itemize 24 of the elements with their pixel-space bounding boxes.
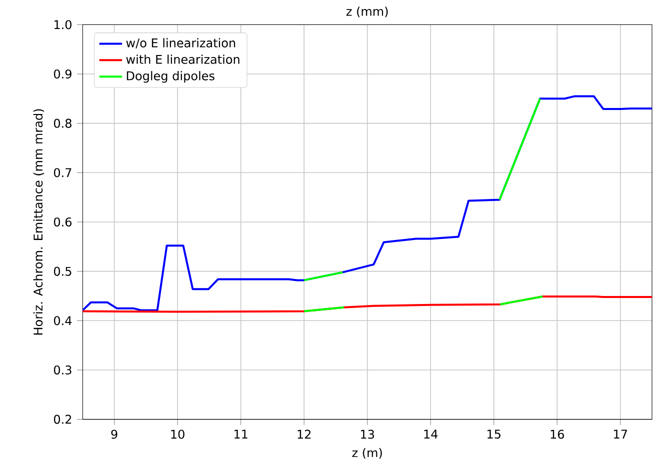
chart-title: z (mm) (346, 6, 388, 18)
y-tick-label: 0.3 (54, 365, 72, 375)
x-tick-label: 11 (234, 430, 248, 438)
x-tick-label: 16 (550, 430, 564, 439)
legend-label: w/o E linearization (126, 38, 236, 48)
x-axis-title: z (m) (352, 448, 382, 459)
x-tick-label: 15 (488, 430, 500, 439)
x-tick-label: 14 (424, 430, 438, 438)
y-tick-label: 0.2 (54, 414, 72, 424)
y-axis-title: Horiz. Achrom. Emittance (mm mrad) (33, 109, 44, 335)
y-tick-label: 1.0 (54, 20, 72, 30)
y-tick-label: 0.9 (54, 69, 72, 79)
y-tick-label: 0.6 (54, 217, 72, 227)
y-tick-label: 0.7 (54, 168, 72, 178)
x-tick-label: 17 (614, 430, 627, 438)
x-tick-label: 9 (111, 430, 118, 439)
x-tick-label: 13 (361, 430, 374, 439)
y-tick-label: 0.5 (54, 266, 72, 276)
legend-label: with E linearization (126, 54, 240, 64)
x-tick-label: 10 (171, 430, 184, 439)
x-tick-label: 12 (298, 430, 311, 439)
y-tick-label: 0.4 (54, 316, 72, 326)
legend-label: Dogleg dipoles (126, 71, 214, 83)
y-tick-label: 0.8 (54, 118, 72, 128)
